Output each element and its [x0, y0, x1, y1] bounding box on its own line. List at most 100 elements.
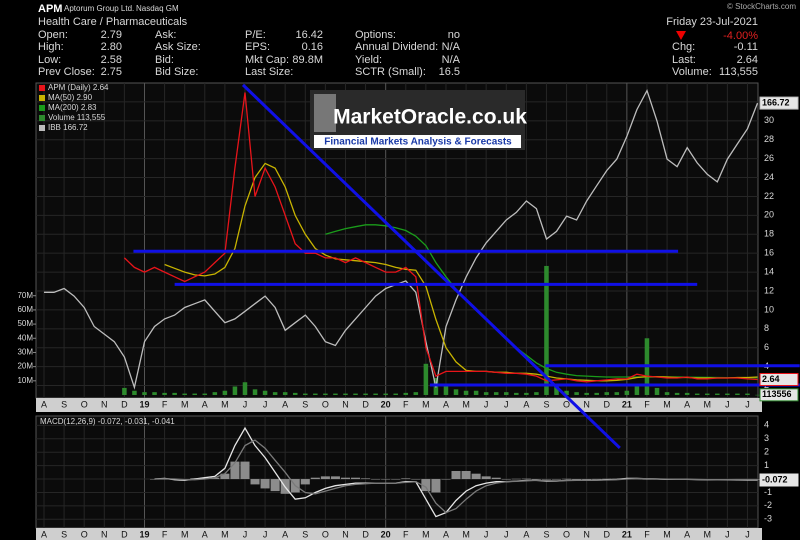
watermark-subtitle-box [314, 135, 521, 148]
x-tick-label: F [644, 529, 650, 539]
x-tick-label: S [543, 399, 549, 409]
bar [411, 479, 421, 480]
x-tick-label: A [282, 529, 288, 539]
bar [333, 393, 338, 395]
bar [634, 386, 640, 395]
bar [501, 479, 511, 480]
quote-label: Prev Close: [38, 66, 95, 78]
bar [393, 393, 398, 395]
bar [282, 392, 288, 395]
quote-value: 2.79 [101, 29, 122, 41]
last-value-box [759, 388, 799, 402]
series-line [154, 439, 758, 514]
bar [423, 363, 429, 395]
y-tick-label: 24 [764, 172, 774, 182]
bar [381, 479, 391, 480]
y-tick-label: 22 [764, 191, 774, 201]
bar [481, 476, 491, 480]
x-tick-label: J [263, 399, 268, 409]
bar [463, 390, 469, 395]
y2-tick-label: 20M [17, 362, 33, 371]
quote-label: Annual Dividend: [355, 41, 438, 53]
quote-label: Yield: [355, 54, 382, 66]
bar [554, 383, 559, 395]
x-tick-label: A [282, 399, 288, 409]
bar [403, 392, 409, 395]
x-tick-label: A [443, 529, 449, 539]
bar [493, 392, 499, 395]
bar [624, 390, 630, 395]
date-strip [36, 528, 762, 540]
bar [443, 386, 449, 395]
watermark-statue [314, 94, 336, 132]
watermark-title: MarketOracle.co.uk [333, 106, 527, 129]
y-tick-label: 8 [764, 323, 769, 333]
date: Friday 23-Jul-2021 [666, 16, 758, 28]
bar [684, 392, 690, 395]
bar [343, 393, 348, 395]
x-tick-label: 19 [139, 399, 149, 409]
x-tick-label: D [362, 529, 369, 539]
summary-value: 113,555 [719, 66, 758, 78]
bar [514, 392, 519, 395]
bar [491, 477, 501, 480]
y2-tick-label: 60M [17, 305, 33, 314]
quote-value: no [448, 29, 460, 41]
legend-label: MA(50) 2.90 [48, 93, 93, 102]
y2-tick-label: 50M [17, 319, 33, 328]
source: © StockCharts.com [727, 2, 796, 11]
y-tick-label: 18 [764, 229, 774, 239]
bar [240, 461, 250, 480]
bar [320, 476, 330, 480]
quote-value: 16.5 [439, 66, 460, 78]
quote-value: 16.42 [295, 29, 323, 41]
x-tick-label: S [61, 399, 67, 409]
x-tick-label: F [403, 399, 409, 409]
x-tick-label: O [81, 529, 88, 539]
y-tick-label: 20 [764, 210, 774, 220]
x-tick-label: J [504, 529, 509, 539]
quote-value: N/A [442, 41, 461, 53]
y-tick-label: 3 [764, 433, 769, 443]
legend-label: Volume 113,555 [48, 113, 106, 122]
bar [614, 392, 620, 395]
x-tick-label: A [202, 399, 208, 409]
quote-label: Bid: [155, 54, 174, 66]
x-tick-label: J [745, 399, 750, 409]
quote-value: N/A [442, 54, 461, 66]
bar [300, 479, 310, 485]
bar [340, 477, 351, 480]
bar [391, 479, 401, 480]
bar [551, 479, 562, 480]
y-tick-label: 2 [764, 447, 769, 457]
bar [483, 392, 489, 395]
x-tick-label: M [221, 529, 229, 539]
x-tick-label: F [162, 529, 168, 539]
x-tick-label: D [604, 529, 611, 539]
x-tick-label: 19 [139, 529, 149, 539]
x-tick-label: D [604, 399, 611, 409]
bar [122, 387, 127, 395]
legend-swatch [39, 85, 45, 91]
bar [602, 478, 612, 480]
bar [562, 478, 572, 480]
x-tick-label: M [462, 529, 470, 539]
quote-label: Bid Size: [155, 66, 198, 78]
quote-label: Open: [38, 29, 68, 41]
x-tick-label: 20 [381, 399, 391, 409]
quote-value: 0.16 [302, 41, 323, 53]
bar [162, 392, 167, 395]
y-tick-label: 10 [764, 304, 774, 314]
x-tick-label: F [644, 399, 650, 409]
x-tick-label: A [41, 529, 47, 539]
x-tick-label: N [101, 529, 108, 539]
x-tick-label: M [422, 399, 430, 409]
summary-value: -0.11 [734, 41, 758, 53]
bar [594, 392, 599, 395]
quote-value: 2.80 [101, 41, 122, 53]
x-tick-label: M [181, 399, 189, 409]
bar [421, 479, 431, 492]
bar [242, 382, 248, 395]
